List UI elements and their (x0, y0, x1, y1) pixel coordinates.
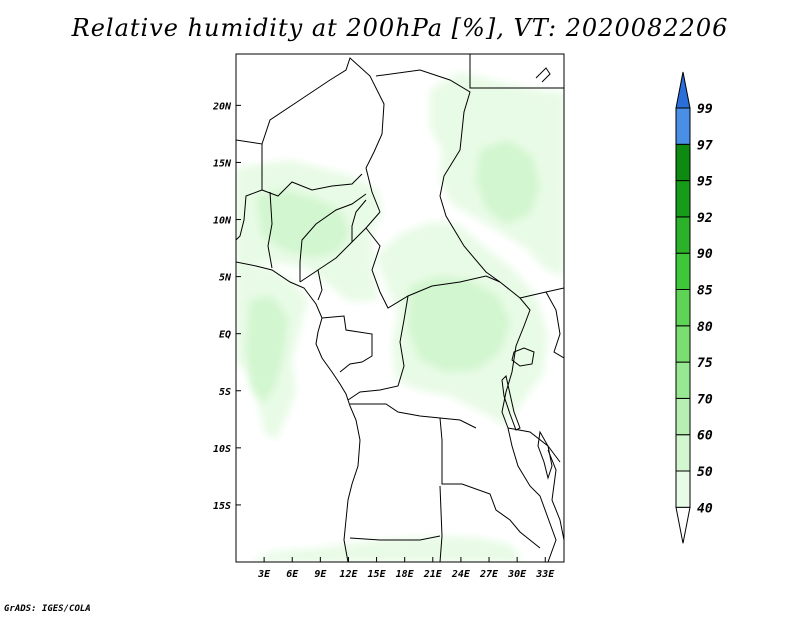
x-axis: 3E 6E 9E 12E 15E 18E 21E 24E 27E 30E 33E (257, 557, 555, 580)
y-tick-label: 10S (213, 444, 231, 455)
humidity-shading (236, 72, 564, 562)
x-tick-label: 24E (451, 569, 471, 580)
x-tick-label: 3E (257, 569, 271, 580)
border-east-africa (519, 287, 564, 359)
coastline-west (236, 261, 361, 562)
border-sahel-north (236, 57, 385, 213)
border-west-inland (236, 144, 363, 241)
border-car-north (365, 227, 501, 309)
border-angola-south (349, 535, 441, 541)
border-cameroon (317, 199, 367, 301)
colorbar-segment (675, 397, 691, 436)
border-gabon-congo (321, 315, 373, 373)
border-east-lakes (499, 281, 557, 562)
y-tick-label: 10N (213, 216, 232, 227)
colorbar-label: 70 (697, 392, 713, 407)
colorbar-label: 80 (697, 320, 713, 335)
y-tick-label: 5S (219, 387, 231, 398)
humid-core-gulf (246, 296, 288, 404)
colorbar: 40 50 60 70 75 80 85 90 92 95 97 99 (675, 71, 713, 544)
border-drc-north (347, 295, 409, 401)
colorbar-label: 75 (697, 356, 713, 371)
colorbar-segment (675, 180, 691, 218)
border-angola-east (439, 417, 541, 549)
y-tick-label: EQ (219, 330, 231, 341)
colorbar-label: 97 (697, 138, 713, 153)
colorbar-segment (675, 289, 691, 327)
humid-core-west (256, 190, 350, 258)
y-axis: 20N 15N 10N 5N EQ 5S 10S 15S (212, 101, 241, 512)
humid-region-south-edge (250, 536, 520, 562)
colorbar-label: 40 (697, 501, 713, 516)
coast-red-sea (535, 67, 551, 83)
colorbar-segment (675, 107, 691, 145)
border-mozambique (547, 449, 564, 541)
colorbar-label: 85 (697, 284, 713, 299)
colorbar-segment (675, 361, 691, 399)
coast-lake-malawi (537, 430, 553, 480)
colorbar-segment (675, 325, 691, 363)
colorbar-upper-arrow (675, 71, 691, 109)
humid-core-central (408, 276, 510, 372)
border-namibia-botswana (439, 485, 443, 562)
colorbar-label: 90 (697, 247, 713, 262)
x-tick-label: 27E (479, 569, 499, 580)
country-borders (236, 54, 564, 562)
y-tick-label: 15S (213, 501, 231, 512)
x-tick-label: 15E (368, 569, 387, 580)
y-tick-label: 20N (212, 101, 232, 112)
x-tick-label: 33E (535, 569, 555, 580)
coast-lake-tanganyika (501, 375, 521, 431)
colorbar-segment (675, 216, 691, 254)
humid-core-northeast (476, 140, 540, 224)
border-chad-car (299, 211, 381, 283)
colorbar-segment (675, 252, 691, 290)
border-egypt-sudan (469, 54, 564, 89)
colorbar-label: 50 (697, 465, 713, 480)
border-libya-sudan (375, 69, 501, 283)
colorbar-label: 99 (697, 102, 713, 117)
border-nigeria (267, 191, 367, 282)
map-frame (235, 53, 565, 563)
chart-title: Relative humidity at 200hPa [%], VT: 202… (71, 14, 729, 42)
x-tick-label: 6E (286, 569, 299, 580)
x-tick-label: 12E (339, 569, 358, 580)
x-tick-label: 30E (507, 569, 527, 580)
grads-credit: GrADS: IGES/COLA (4, 604, 91, 614)
border-angola-north (350, 403, 477, 429)
colorbar-label: 60 (697, 429, 713, 444)
x-tick-label: 21E (423, 569, 443, 580)
x-tick-label: 9E (314, 569, 327, 580)
y-tick-label: 15N (213, 158, 232, 169)
x-tick-label: 18E (396, 569, 415, 580)
colorbar-segment (675, 143, 691, 182)
colorbar-lower-arrow (675, 506, 691, 544)
colorbar-label: 95 (697, 175, 713, 190)
colorbar-segment (675, 434, 691, 472)
y-tick-label: 5N (219, 273, 232, 284)
colorbar-segment (675, 470, 691, 508)
coast-lake-victoria (511, 347, 535, 367)
colorbar-label: 92 (697, 211, 713, 226)
